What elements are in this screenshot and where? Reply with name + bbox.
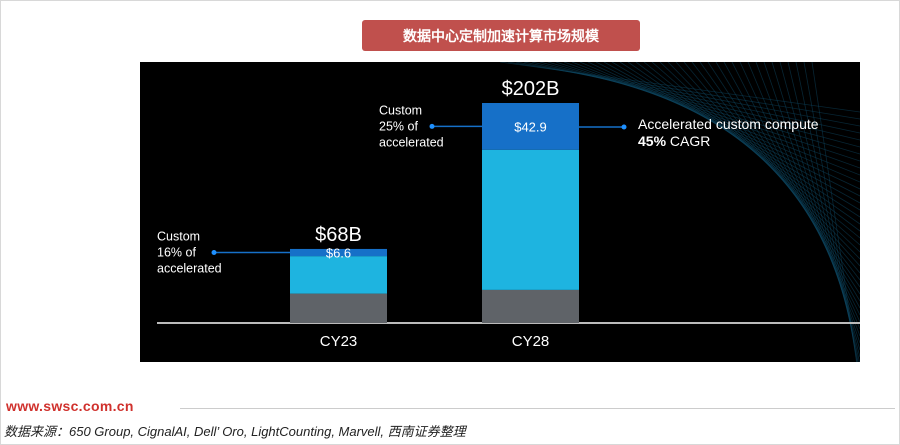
cagr-dot xyxy=(621,124,627,130)
background-streak xyxy=(699,62,860,288)
bar-segment-accelerated-merchant--cy23 xyxy=(290,256,387,294)
annotation-dot xyxy=(211,250,217,256)
bar-segment-accelerated-merchant--cy28 xyxy=(482,149,579,290)
bar-segment-general-compute-cy23 xyxy=(290,293,387,323)
background-streak xyxy=(715,62,860,302)
background-streak xyxy=(723,62,860,309)
stacked-bar-chart: $68B$6.6 CY23 Custom 16% of accelerated $202B… xyxy=(157,62,860,362)
background-streak xyxy=(675,62,860,267)
total-label: $202B xyxy=(502,78,560,100)
background-streak xyxy=(803,62,858,362)
background-streak xyxy=(707,62,860,295)
annotation-dot xyxy=(429,123,435,129)
bar-segment-accelerated-custom-cy23 xyxy=(290,248,387,257)
chart-panel: $68B $6.6 CY23 Custom 16% of accelerated $202B… xyxy=(140,62,860,362)
annotation-text: Custom xyxy=(379,103,422,117)
annotation-text: Custom xyxy=(157,230,200,244)
cagr-percent: 45% xyxy=(638,133,667,149)
background-streak xyxy=(691,62,860,281)
cagr-suffix: CAGR xyxy=(666,133,710,149)
cagr-title: Accelerated custom compute xyxy=(638,116,819,132)
annotation-text: 25% of xyxy=(379,119,418,133)
annotation-text: accelerated xyxy=(379,135,444,149)
x-tick-label: CY28 xyxy=(512,333,550,350)
cagr-value: 45% CAGR xyxy=(638,133,710,149)
total-label: $68B xyxy=(315,224,362,246)
x-tick-label: CY23 xyxy=(320,333,358,350)
divider xyxy=(180,408,895,409)
annotation-text: 16% of xyxy=(157,246,196,260)
background-streak xyxy=(811,62,857,362)
background-streak xyxy=(667,62,860,260)
bar-segment-accelerated-custom-cy28 xyxy=(482,103,579,150)
annotation-text: accelerated xyxy=(157,262,222,276)
background-streak xyxy=(683,62,860,274)
background-streak xyxy=(659,62,860,253)
bar-segment-general-compute-cy28 xyxy=(482,289,579,323)
custom-value-label: $6.6 xyxy=(326,246,351,261)
source-note: 数据来源：650 Group, CignalAI, Dell’ Oro, Lig… xyxy=(4,424,466,439)
chart-title: 数据中心定制加速计算市场规模 xyxy=(362,20,640,51)
custom-value-label: $42.9 xyxy=(514,119,547,134)
website-link[interactable]: www.swsc.com.cn xyxy=(6,398,134,414)
